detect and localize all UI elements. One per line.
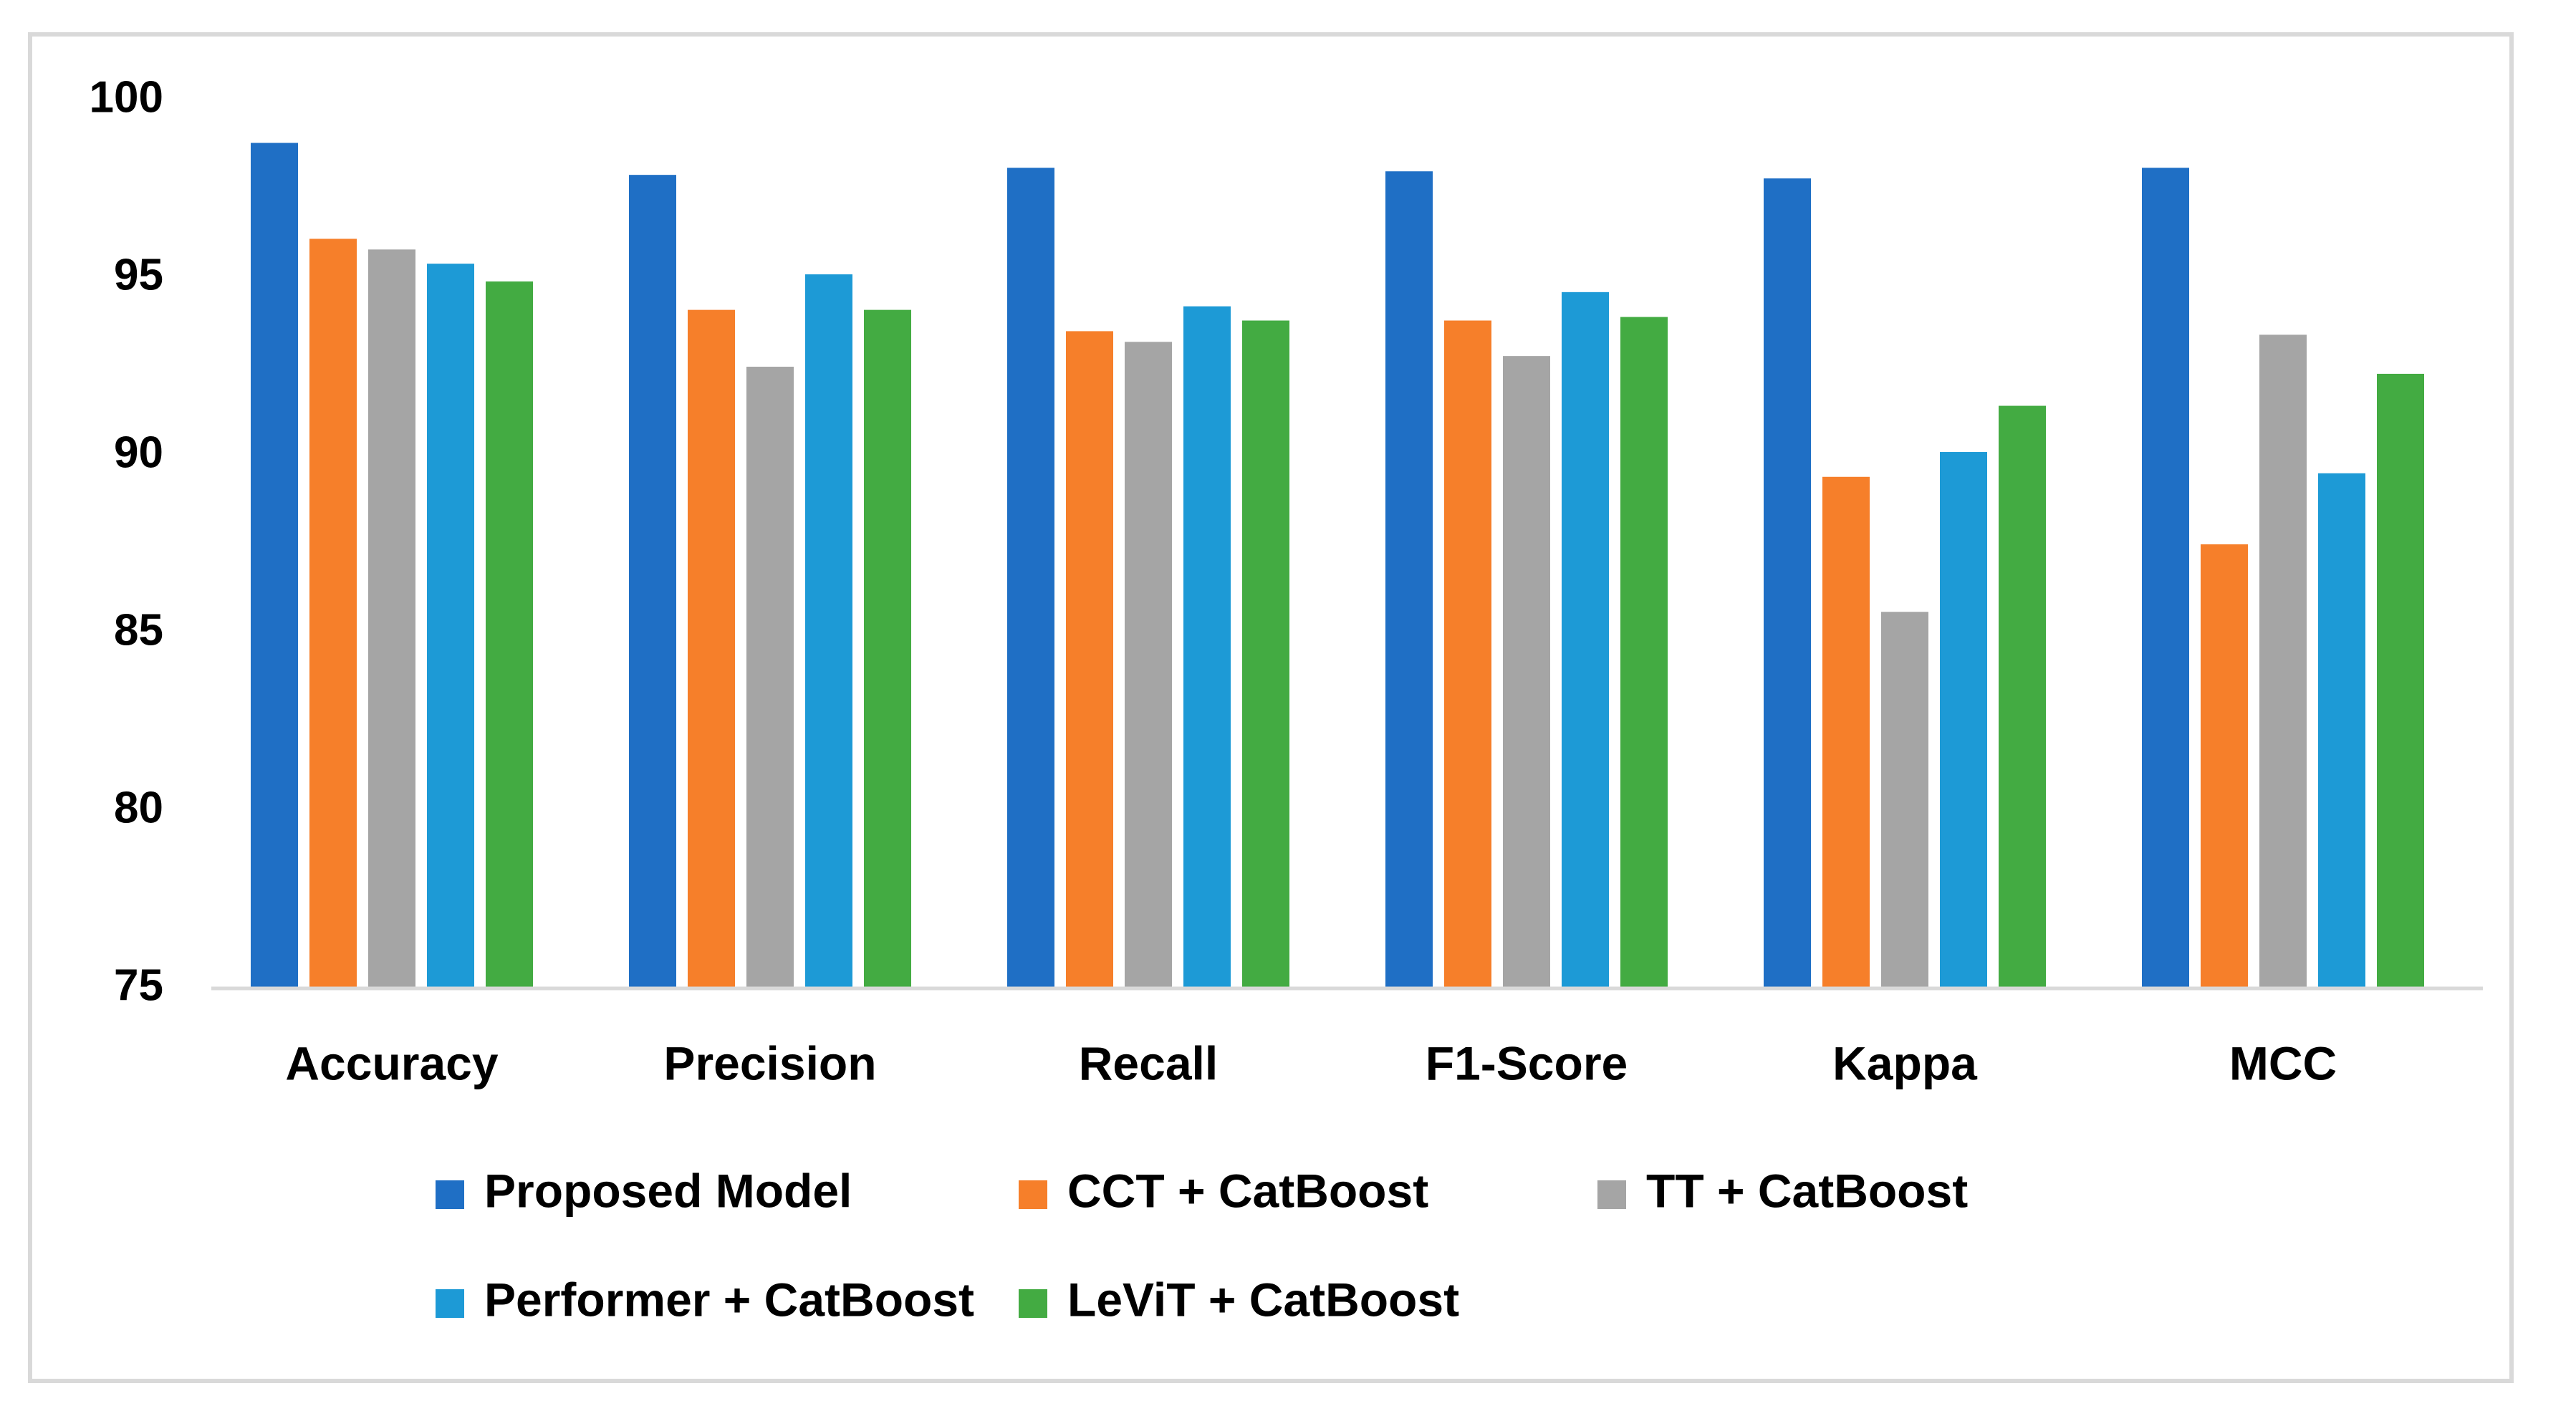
bar [864,309,911,988]
bar [2201,544,2248,988]
bar [1183,306,1231,988]
bar [746,367,794,988]
bar [251,143,298,988]
legend-label: LeViT + CatBoost [1067,1273,1459,1326]
y-tick-label: 80 [114,783,163,832]
x-tick-label: MCC [2229,1036,2337,1089]
legend-label: Performer + CatBoost [484,1273,974,1326]
x-tick-label: Accuracy [285,1036,498,1089]
legend: Proposed Model CCT + CatBoost TT + CatBoos… [436,1164,1968,1326]
y-tick-label: 85 [114,605,163,655]
bar [1444,320,1491,988]
y-axis-ticks: 75 80 85 90 95 100 [90,72,163,1010]
bars [251,143,2424,989]
legend-swatch [1597,1180,1626,1209]
x-tick-label: Recall [1079,1036,1218,1089]
x-tick-label: F1-Score [1426,1036,1628,1089]
y-tick-label: 75 [114,960,163,1010]
bar [368,249,415,988]
x-axis-category-labels: Accuracy Precision Recall F1-Score Kappa MCC [285,1036,2337,1089]
bar [427,264,474,988]
legend-swatch [1019,1289,1047,1318]
bar [805,274,852,988]
x-tick-label: Precision [663,1036,876,1089]
bar [1999,405,2046,988]
bar [1562,292,1609,989]
bar [1881,612,1928,988]
bar [2259,334,2307,988]
bar [629,175,676,988]
legend-swatch [436,1289,464,1318]
bar [486,281,533,989]
bar [1822,476,1870,988]
bar [1125,342,1172,988]
x-tick-label: Kappa [1832,1036,1978,1089]
legend-label: Proposed Model [484,1164,852,1217]
legend-label: CCT + CatBoost [1067,1164,1428,1217]
y-tick-label: 95 [114,250,163,299]
bar [2142,168,2189,989]
legend-swatch [436,1180,464,1209]
y-tick-label: 90 [114,428,163,477]
bar [1007,168,1054,989]
bar [1503,356,1550,988]
bar [1066,331,1113,988]
bar [1940,452,1987,988]
bar [688,309,735,988]
bar [309,239,357,989]
bar [1385,171,1433,989]
bar [1620,317,1668,988]
bar [1242,320,1289,988]
bar [2377,373,2424,988]
legend-swatch [1019,1180,1047,1209]
y-tick-label: 100 [90,72,163,122]
legend-label: TT + CatBoost [1646,1164,1968,1217]
bar [1764,178,1811,988]
bar [2318,473,2365,988]
